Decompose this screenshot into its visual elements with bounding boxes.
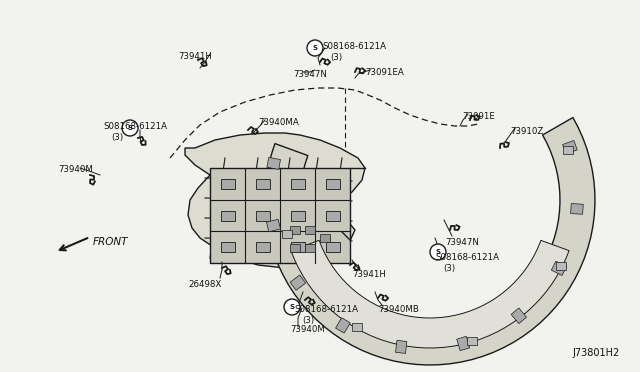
Text: S: S (312, 45, 317, 51)
Text: 73091EA: 73091EA (365, 68, 404, 77)
Text: 73947N: 73947N (445, 238, 479, 247)
Text: (3): (3) (330, 53, 342, 62)
Bar (290, 244, 300, 252)
Bar (467, 337, 477, 345)
Bar (267, 157, 280, 169)
Bar (305, 244, 315, 252)
Circle shape (430, 244, 446, 260)
Text: 73941H: 73941H (352, 270, 386, 279)
Text: (3): (3) (443, 264, 455, 273)
Circle shape (307, 40, 323, 56)
Bar (290, 275, 306, 290)
Text: 73910Z: 73910Z (510, 127, 543, 136)
Text: 73941H: 73941H (178, 52, 212, 61)
Text: FRONT: FRONT (93, 237, 129, 247)
Polygon shape (185, 133, 365, 268)
Bar (291, 211, 305, 221)
Bar (255, 211, 269, 221)
Bar (221, 179, 234, 189)
Bar (551, 261, 566, 276)
Text: S08168-6121A: S08168-6121A (294, 305, 358, 314)
Bar (221, 211, 234, 221)
Text: 73940M: 73940M (58, 165, 93, 174)
Text: S: S (435, 249, 440, 255)
Bar (556, 262, 566, 270)
Text: S: S (127, 125, 132, 131)
Bar (326, 211, 339, 221)
Text: (3): (3) (111, 133, 123, 142)
Bar (335, 318, 350, 333)
Bar (305, 226, 315, 234)
Text: 73947N: 73947N (293, 70, 327, 79)
Text: 73091E: 73091E (462, 112, 495, 121)
Bar (511, 308, 527, 324)
Polygon shape (291, 240, 569, 348)
Circle shape (284, 299, 300, 315)
Bar (563, 146, 573, 154)
Bar (221, 242, 234, 252)
Text: 73940MA: 73940MA (258, 118, 299, 127)
Bar (326, 179, 339, 189)
Bar (282, 230, 292, 238)
Text: S: S (289, 304, 294, 310)
Text: (3): (3) (302, 316, 314, 325)
Bar (320, 234, 330, 242)
Bar (351, 323, 362, 331)
Text: 73940M: 73940M (290, 325, 325, 334)
Text: S08168-6121A: S08168-6121A (435, 253, 499, 262)
Text: S08168-6121A: S08168-6121A (322, 42, 386, 51)
Circle shape (122, 120, 138, 136)
Text: J73801H2: J73801H2 (573, 348, 620, 358)
Bar (255, 242, 269, 252)
Polygon shape (265, 118, 595, 365)
Bar (326, 242, 339, 252)
Bar (266, 219, 280, 232)
Bar (291, 242, 305, 252)
Bar (210, 168, 350, 263)
Bar (291, 179, 305, 189)
Text: 73940MB: 73940MB (378, 305, 419, 314)
Bar (290, 226, 300, 234)
Bar (571, 203, 583, 214)
Bar (563, 141, 577, 154)
Bar (457, 336, 470, 351)
Text: 26498X: 26498X (188, 280, 221, 289)
Text: S08168-6121A: S08168-6121A (103, 122, 167, 131)
Bar (255, 179, 269, 189)
Polygon shape (252, 208, 348, 263)
Bar (396, 340, 407, 353)
